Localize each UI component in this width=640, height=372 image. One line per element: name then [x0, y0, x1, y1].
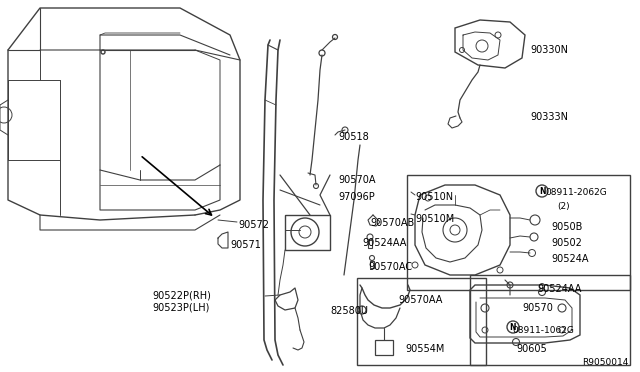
Bar [368, 240, 372, 248]
Bar [407, 175, 630, 290]
Text: 08911-1062G: 08911-1062G [512, 326, 574, 335]
Bar [285, 215, 330, 250]
Text: 90524AA: 90524AA [537, 284, 581, 294]
Text: 90524AA: 90524AA [362, 238, 406, 248]
Bar [370, 261, 374, 268]
Text: 90333N: 90333N [530, 112, 568, 122]
Text: 90572: 90572 [238, 220, 269, 230]
Text: R9050014: R9050014 [582, 358, 628, 367]
Text: 90570A: 90570A [338, 175, 376, 185]
Text: 90518: 90518 [338, 132, 369, 142]
Text: 9050B: 9050B [551, 222, 582, 232]
Text: 90523P(LH): 90523P(LH) [152, 302, 209, 312]
Text: 90524A: 90524A [551, 254, 589, 264]
Text: N: N [539, 186, 545, 196]
Text: 90605: 90605 [516, 344, 547, 354]
Text: 90510N: 90510N [415, 192, 453, 202]
Bar [470, 275, 630, 365]
Text: 90554M: 90554M [405, 344, 444, 354]
Text: 90570: 90570 [522, 303, 553, 313]
Bar [357, 278, 486, 365]
Text: 08911-2062G: 08911-2062G [545, 188, 607, 197]
Text: 90510M: 90510M [415, 214, 454, 224]
Text: N: N [509, 323, 516, 331]
Text: 90330N: 90330N [530, 45, 568, 55]
Text: 90570AA: 90570AA [398, 295, 442, 305]
Text: 90522P(RH): 90522P(RH) [152, 290, 211, 300]
Text: (2): (2) [557, 202, 570, 211]
Text: 97096P: 97096P [338, 192, 375, 202]
Bar [375, 340, 393, 355]
Text: 90570AB: 90570AB [370, 218, 414, 228]
Text: 82580U: 82580U [330, 306, 368, 316]
Text: 90571: 90571 [230, 240, 261, 250]
Text: 90570AC: 90570AC [368, 262, 412, 272]
Text: 90502: 90502 [551, 238, 582, 248]
